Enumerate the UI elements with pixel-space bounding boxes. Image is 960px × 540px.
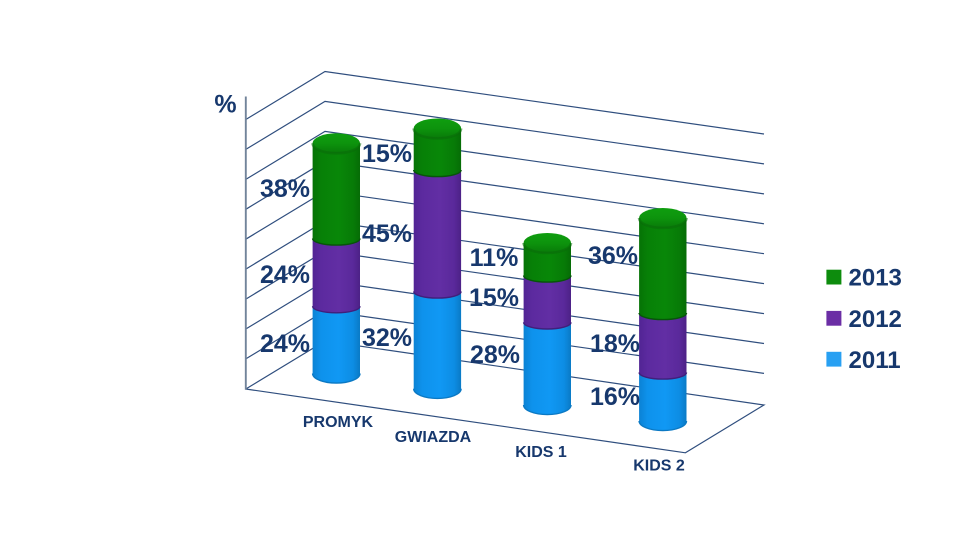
svg-text:38%: 38% xyxy=(260,175,310,203)
svg-text:KIDS 1: KIDS 1 xyxy=(515,444,567,461)
svg-text:36%: 36% xyxy=(588,242,638,270)
svg-text:32%: 32% xyxy=(362,324,412,352)
svg-text:24%: 24% xyxy=(260,261,310,289)
svg-text:KIDS 2: KIDS 2 xyxy=(633,458,685,475)
svg-text:GWIAZDA: GWIAZDA xyxy=(395,429,472,446)
svg-text:24%: 24% xyxy=(260,330,310,358)
svg-text:11%: 11% xyxy=(470,244,519,272)
svg-text:45%: 45% xyxy=(362,220,412,248)
svg-text:%: % xyxy=(214,90,236,118)
svg-text:PROMYK: PROMYK xyxy=(303,414,374,431)
svg-text:15%: 15% xyxy=(469,284,519,312)
svg-text:2011: 2011 xyxy=(849,347,901,374)
svg-text:15%: 15% xyxy=(362,140,412,168)
svg-text:2013: 2013 xyxy=(849,265,902,292)
svg-text:16%: 16% xyxy=(590,383,640,411)
svg-text:28%: 28% xyxy=(470,341,520,369)
svg-text:18%: 18% xyxy=(590,330,640,358)
svg-text:2012: 2012 xyxy=(849,306,902,333)
